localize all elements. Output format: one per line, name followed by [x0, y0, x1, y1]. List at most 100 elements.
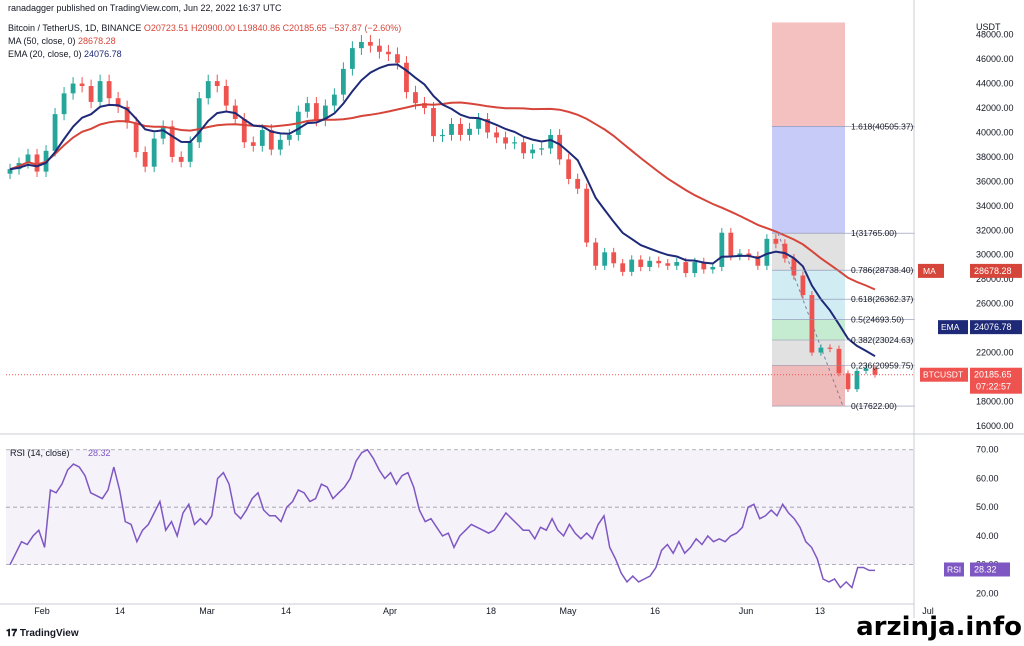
- candle-body: [205, 81, 211, 99]
- candle-body: [728, 232, 734, 256]
- candle-body: [395, 54, 400, 63]
- candle-body: [268, 130, 274, 150]
- candle-body: [782, 243, 788, 259]
- time-tick-label: Feb: [34, 606, 50, 616]
- candle-body: [494, 132, 499, 138]
- candle-body: [349, 48, 355, 69]
- candle-body: [773, 238, 779, 244]
- candle-body: [187, 142, 193, 162]
- price-tick-label: 38000.00: [976, 152, 1014, 162]
- price-tick-label: 34000.00: [976, 201, 1014, 211]
- time-tick-label: Apr: [383, 606, 397, 616]
- price-tick-label: 16000.00: [976, 421, 1014, 431]
- rsi-tag-value-bg: [970, 562, 1010, 577]
- last-price-countdown: 07:22:57: [976, 382, 1011, 392]
- candle-body: [34, 154, 40, 172]
- candle-body: [602, 252, 608, 266]
- ohlc-open: O20723.51: [143, 23, 189, 33]
- candle-body: [674, 262, 680, 266]
- candle-body: [52, 114, 58, 151]
- candle-body: [584, 188, 590, 243]
- candle-body: [692, 262, 698, 274]
- candle-body: [377, 45, 382, 52]
- last-price-value: 20185.65: [974, 370, 1012, 380]
- ma-tag-value-bg: [970, 263, 1022, 278]
- fib-zone-top: [772, 22, 845, 127]
- candle-body: [449, 123, 454, 135]
- candle-body: [476, 119, 481, 129]
- candle-body: [809, 295, 815, 353]
- candle-body: [178, 156, 184, 162]
- rsi-tick-label: 70.00: [976, 445, 999, 455]
- candle-body: [620, 263, 626, 272]
- candle-body: [169, 126, 175, 157]
- fibonacci-extension[interactable]: [772, 22, 845, 407]
- time-axis[interactable]: Feb 14 Mar 14 Apr 18 May 16 Jun 13 Jul: [34, 606, 934, 616]
- time-tick-label: 14: [281, 606, 291, 616]
- symbol-title: Bitcoin / TetherUS, 1D, BINANCE: [8, 23, 142, 33]
- time-tick-label: Jun: [739, 606, 754, 616]
- candle-body: [791, 258, 797, 276]
- fib-zone-bottom: [772, 365, 845, 407]
- candle-body: [683, 262, 689, 274]
- last-price-tag-label: BTCUSDT: [923, 370, 963, 380]
- rsi-tag-bg: [944, 562, 964, 577]
- ema-legend[interactable]: EMA (20, close, 0) 24076.78: [8, 49, 122, 59]
- candle-body: [440, 134, 445, 137]
- fib-zone: [772, 126, 845, 234]
- candle-body: [241, 119, 247, 143]
- candle-body: [530, 149, 536, 154]
- fib-zone: [772, 299, 845, 320]
- currency-label: USDT: [976, 22, 1001, 32]
- candle-body: [25, 154, 31, 164]
- candle-body: [124, 106, 130, 123]
- watermark-text: arzinja.info: [856, 612, 1022, 642]
- candle-body: [485, 119, 490, 133]
- ma-tag-bg: [918, 263, 944, 278]
- candle-body: [250, 142, 256, 146]
- candle-body: [764, 238, 770, 266]
- fibonacci-labels: 1.618(40505.37) 1(31765.00) 0.786(28738.40…: [772, 121, 915, 411]
- candle-body: [845, 373, 851, 390]
- ohlc-change: −537.87 (−2.60%): [329, 23, 402, 33]
- candle-body: [863, 368, 869, 371]
- candle-body: [7, 169, 13, 174]
- candle-body: [404, 62, 409, 93]
- ohlc-high: H20900.00: [190, 23, 236, 33]
- ma-legend-label: MA (50, close, 0): [8, 36, 76, 46]
- candle-body: [647, 260, 653, 267]
- ma-legend[interactable]: MA (50, close, 0) 28678.28: [8, 36, 116, 46]
- price-tick-label: 36000.00: [976, 176, 1014, 186]
- candle-body: [88, 86, 94, 102]
- fib-level-label: 0.382(23024.63): [851, 335, 914, 345]
- candle-body: [286, 134, 292, 140]
- candle-body: [70, 83, 76, 94]
- candle-body: [340, 68, 346, 95]
- candle-body: [755, 255, 761, 266]
- rsi-tick-label: 60.00: [976, 473, 999, 483]
- candle-body: [368, 42, 373, 46]
- rsi-line: [9, 448, 875, 590]
- time-tick-label: Jul: [922, 606, 934, 616]
- ma-tag-value: 28678.28: [974, 266, 1012, 276]
- candle-body: [701, 262, 707, 270]
- candle-body: [575, 178, 581, 189]
- candle-body: [322, 105, 328, 121]
- rsi-legend-value: 28.32: [88, 448, 111, 458]
- tradingview-logo[interactable]: 𝟏𝟕 TradingView: [6, 628, 79, 639]
- candle-body: [710, 266, 716, 270]
- candle-body: [512, 142, 517, 144]
- ohlc-low: L19840.86: [237, 23, 281, 33]
- rsi-tag-value: 28.32: [974, 564, 997, 574]
- candle-body: [160, 126, 166, 139]
- candle-body: [629, 259, 635, 272]
- fib-level-label: 0.236(20959.75): [851, 360, 914, 370]
- rsi-tick-label: 50.00: [976, 502, 999, 512]
- tv-logo-text: TradingView: [19, 628, 79, 639]
- time-tick-label: May: [559, 606, 577, 616]
- fib-level-label: 0.5(24693.50): [851, 315, 904, 325]
- tv-logo-icon: 𝟏𝟕: [6, 628, 20, 639]
